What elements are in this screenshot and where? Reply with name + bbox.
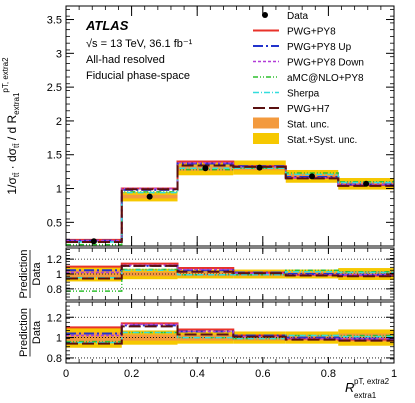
series-line-4 [66,331,394,344]
data-point-0 [90,238,97,245]
legend-label-3: PWG+PY8 Down [287,58,364,69]
x-tick-label: 0.8 [321,368,336,380]
band-stat-bin-3 [233,334,286,341]
data-point-1 [146,193,153,200]
data-point-2 [202,165,209,172]
y-tick-label: 3.5 [47,15,62,27]
y-tick-label: 0.8 [47,284,62,296]
x-tick-label: 0 [63,368,69,380]
y-tick-label: 1 [56,269,62,281]
legend: Data PWG+PY8 PWG+PY8 Up PWG+PY8 Down aMC@NLO… [253,11,364,146]
legend-label-2: PWG+PY8 Up [287,42,352,53]
y-tick-label: 1.2 [47,312,62,324]
band-stat-bin-1 [121,334,178,341]
experiment-label: ATLAS [85,18,129,33]
series-line-5 [66,164,394,243]
x-axis-label: R [345,380,354,395]
series-line-5 [66,325,394,345]
annotation-1: All-had resolved [86,54,165,66]
legend-label-6: PWG+H7 [287,104,330,115]
data-point-4 [309,173,315,180]
legend-label-8: Stat.+Syst. unc. [287,135,357,146]
ratio-label-bottom: Data [31,320,43,344]
y-axis-label-ratio-2: Prediction Data [18,308,43,357]
x-tick-label: 0.6 [255,368,270,380]
y-tick-label: 1.5 [47,150,62,162]
data-point-5 [363,180,370,187]
y-axis-label-main: 1/σtt̄ · dσtt̄ / d Rextra1pT, extra2 [1,57,21,195]
ratio-panel-2: 0.8 1 1.2 0 0.2 0.4 0.6 0.8 1 [47,301,397,380]
panel-frame [65,247,395,301]
x-axis-label-sup: pT, extra2 [354,377,390,386]
legend-swatch-8 [253,133,279,144]
legend-label-0: Data [287,11,309,22]
ratio-label-bottom: Data [31,262,43,286]
legend-marker-data [262,12,268,18]
ratio-label-top: Prediction [18,308,30,357]
annotation-0: √s = 13 TeV, 36.1 fb⁻¹ [86,38,193,50]
ratio-label-top: Prediction [18,250,30,299]
y-tick-label: 2.5 [47,82,62,94]
x-tick-label: 0.2 [124,368,139,380]
x-tick-label: 1 [391,368,397,380]
y-tick-label: 1 [56,184,62,196]
legend-swatch-7 [253,117,279,129]
axis-labels: 1/σtt̄ · dσtt̄ / d Rextra1pT, extra2 Pred… [1,57,390,400]
data-point-3 [256,164,263,171]
series-line-4 [66,269,394,279]
y-tick-label: 1.2 [47,254,62,266]
x-axis-label-sub: extra1 [354,391,377,400]
legend-label-1: PWG+PY8 [287,27,336,38]
annotation-2: Fiducial phase-space [86,70,190,82]
panel-frame [65,301,395,364]
y-tick-label: 3 [56,48,62,60]
y-tick-label: 1 [56,333,62,345]
ratio-panel-1: 0.8 1 1.2 [47,247,395,301]
main-panel: 0.5 1 1.5 2 2.5 3 3.5 ATLAS √s = 13 TeV, 36.1 fb… [47,5,395,247]
legend-label-7: Stat. unc. [287,120,329,131]
y-tick-label: 2 [56,116,62,128]
series-line-5 [66,264,394,280]
y-tick-label: 0.5 [47,217,62,229]
panel-frame [65,5,395,247]
legend-label-5: Sherpa [287,89,320,100]
series-line-2 [66,323,394,340]
x-tick-label: 0.4 [190,368,205,380]
y-tick-label: 0.8 [47,353,62,365]
series-line-3 [66,268,394,292]
y-axis-label-ratio-1: Prediction Data [18,250,43,299]
legend-label-4: aMC@NLO+PY8 [287,73,364,84]
band-stat-bin-1 [121,271,178,277]
